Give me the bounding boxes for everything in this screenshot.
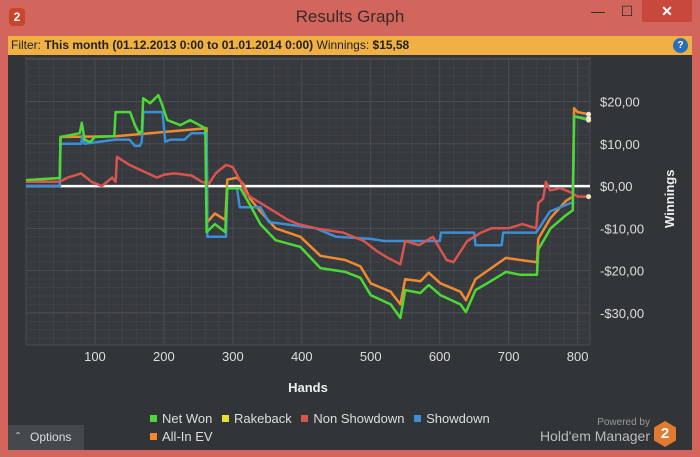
legend-label: Non Showdown <box>313 411 405 426</box>
product-name: Hold'em Manager <box>539 428 650 444</box>
y-tick-label: $10,00 <box>600 137 640 152</box>
legend-swatch <box>301 415 309 422</box>
legend-swatch <box>221 415 229 422</box>
legend-swatch <box>150 433 157 440</box>
legend-item-non-showdown[interactable]: Non Showdown <box>301 410 404 428</box>
x-tick-label: 500 <box>360 349 382 364</box>
close-button[interactable]: ✕ <box>642 0 692 22</box>
y-tick-label: $20,00 <box>600 95 640 110</box>
app-logo-icon: 2 <box>9 8 25 26</box>
legend: Net Won Rakeback Non Showdown Showdown A… <box>150 410 530 446</box>
hem-logo-icon: 2 <box>654 421 676 447</box>
y-tick-label: -$30,00 <box>600 306 644 321</box>
x-tick-label: 400 <box>291 349 313 364</box>
legend-label: Rakeback <box>233 411 292 426</box>
legend-item-all-in-ev[interactable]: All-In EV <box>150 428 213 446</box>
x-tick-label: 800 <box>567 349 589 364</box>
legend-swatch <box>414 415 422 422</box>
winnings-label: Winnings: <box>316 38 370 52</box>
legend-item-showdown[interactable]: Showdown <box>414 410 490 428</box>
options-button[interactable]: ˆ Options <box>8 425 84 450</box>
chevron-up-icon: ˆ <box>16 430 20 444</box>
y-tick-label: -$10,00 <box>600 221 644 236</box>
maximize-button[interactable]: ☐ <box>620 3 634 19</box>
x-tick-label: 200 <box>153 349 175 364</box>
x-tick-label: 300 <box>222 349 244 364</box>
x-axis-label: Hands <box>288 380 328 395</box>
series-end-marker <box>586 194 592 200</box>
series-line-all-in-ev <box>25 107 589 306</box>
options-label: Options <box>30 430 72 444</box>
plot-area <box>25 57 591 346</box>
window-title: Results Graph <box>295 7 405 26</box>
legend-label: Net Won <box>162 411 213 426</box>
results-chart: 100 200 300 400 500 600 700 800 $20,00 $10,00 $0,0… <box>25 57 677 395</box>
legend-label: Showdown <box>426 411 490 426</box>
x-tick-label: 700 <box>498 349 520 364</box>
filter-bar: Filter: This month (01.12.2013 0:00 to 0… <box>8 36 692 55</box>
legend-label: All-In EV <box>162 429 213 444</box>
help-icon[interactable]: ? <box>673 38 688 53</box>
x-tick-label: 600 <box>429 349 451 364</box>
powered-by: Powered by <box>597 417 650 428</box>
x-tick-label: 100 <box>84 349 106 364</box>
series-end-marker <box>586 117 592 123</box>
y-tick-label: -$20,00 <box>600 264 644 279</box>
legend-swatch <box>150 415 157 422</box>
y-tick-label: $0,00 <box>600 179 633 194</box>
graph-panel: 100 200 300 400 500 600 700 800 $20,00 $10,00 $0,0… <box>8 55 692 450</box>
filter-value: This month (01.12.2013 0:00 to 01.01.201… <box>44 38 314 52</box>
title-bar: 2 Results Graph — ☐ ✕ <box>0 0 700 34</box>
series-line-net-won <box>25 93 589 320</box>
legend-item-net-won[interactable]: Net Won <box>150 410 212 428</box>
minimize-button[interactable]: — <box>591 3 605 19</box>
y-axis-label: Winnings <box>662 170 677 228</box>
winnings-value: $15,58 <box>372 38 410 52</box>
series-end-marker <box>586 111 592 117</box>
legend-item-rakeback[interactable]: Rakeback <box>221 410 292 428</box>
series-line-non-showdown <box>26 155 589 266</box>
filter-label: Filter: <box>11 38 41 52</box>
